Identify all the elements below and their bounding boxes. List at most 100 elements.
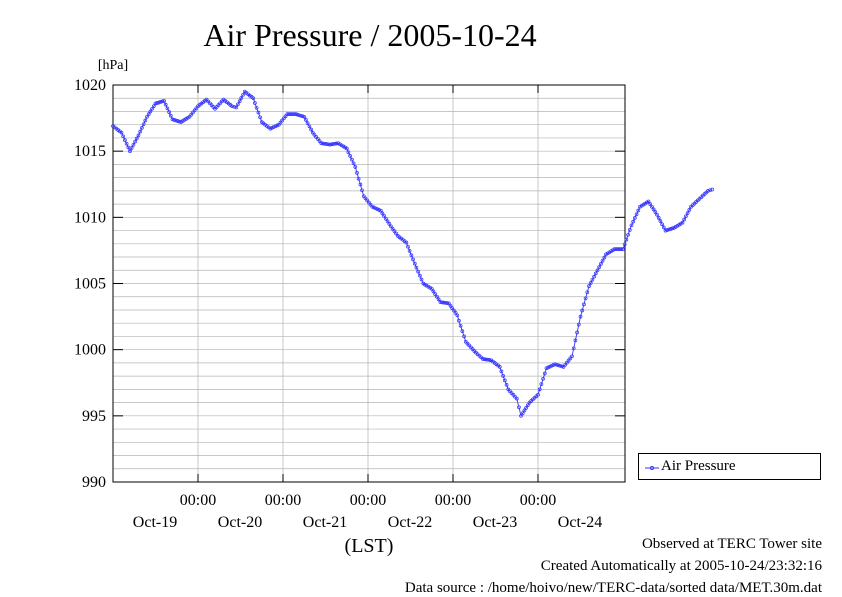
data-point — [356, 176, 361, 181]
data-point — [419, 277, 424, 282]
data-point — [520, 411, 525, 416]
data-point — [435, 294, 439, 299]
data-point — [441, 300, 446, 305]
data-point — [326, 142, 330, 147]
data-point — [597, 265, 602, 269]
data-point — [157, 100, 161, 105]
data-point — [514, 396, 519, 401]
data-point — [486, 357, 490, 362]
data-point — [138, 129, 143, 134]
data-point — [617, 247, 622, 251]
data-point — [504, 383, 509, 387]
data-point — [360, 188, 364, 193]
x-date-label: Oct-19 — [133, 514, 177, 531]
data-point — [380, 211, 385, 216]
data-point — [134, 136, 139, 141]
data-point — [619, 247, 624, 251]
data-source-path: Data source : /home/hoivo/new/TERC-data/… — [404, 580, 822, 596]
data-point — [390, 226, 395, 231]
chart-title: Air Pressure / 2005-10-24 — [203, 17, 536, 53]
data-point — [670, 226, 675, 231]
data-point — [348, 154, 352, 158]
data-point — [314, 135, 318, 139]
data-point — [346, 150, 351, 155]
data-point — [517, 405, 521, 410]
data-point — [537, 387, 542, 392]
x-date-label: Oct-24 — [558, 514, 602, 531]
data-point — [573, 338, 578, 343]
data-point — [502, 378, 507, 383]
data-point — [123, 138, 127, 142]
data-point — [384, 216, 388, 221]
data-point — [487, 358, 492, 362]
data-point — [297, 113, 301, 118]
data-point — [299, 113, 303, 118]
data-point — [593, 271, 598, 276]
data-point — [452, 308, 456, 313]
data-point — [168, 113, 173, 118]
data-point — [668, 227, 673, 231]
data-point — [570, 354, 574, 359]
data-point — [344, 146, 349, 151]
data-point — [304, 118, 308, 122]
data-point — [236, 102, 240, 107]
data-point — [392, 229, 397, 233]
data-point — [651, 207, 656, 212]
data-point — [368, 202, 373, 207]
data-point — [160, 99, 165, 104]
data-point — [629, 223, 634, 228]
data-point — [541, 376, 545, 381]
data-point — [170, 117, 175, 122]
data-point — [307, 124, 312, 129]
data-point — [271, 125, 276, 129]
x-date-label: Oct-23 — [473, 514, 517, 531]
y-tick-label: 995 — [82, 408, 106, 425]
data-point — [302, 114, 307, 119]
data-point — [241, 92, 245, 97]
data-point — [414, 265, 419, 270]
data-point — [145, 114, 149, 119]
data-point — [407, 249, 412, 253]
data-point — [140, 126, 144, 130]
x-time-label: 00:00 — [350, 492, 386, 509]
data-point — [305, 121, 310, 125]
data-point — [321, 141, 325, 146]
legend-line-icon — [645, 466, 659, 470]
data-point — [522, 408, 527, 413]
data-point — [684, 214, 688, 219]
data-point — [706, 189, 710, 193]
data-point — [300, 114, 305, 119]
data-point — [436, 297, 441, 302]
data-point — [499, 369, 504, 374]
data-point — [431, 289, 436, 294]
data-point — [256, 110, 261, 115]
data-point — [575, 330, 579, 335]
data-point — [334, 141, 339, 146]
data-point — [661, 225, 666, 230]
data-point — [660, 222, 664, 227]
series-line — [112, 90, 713, 417]
data-point — [131, 142, 136, 147]
data-point — [636, 208, 641, 213]
data-point — [663, 228, 668, 233]
data-point — [450, 306, 454, 310]
data-point — [404, 240, 409, 245]
data-point — [559, 364, 564, 369]
y-tick-label: 1015 — [74, 143, 106, 160]
data-point — [124, 141, 129, 146]
data-point — [295, 112, 300, 117]
data-point — [682, 217, 687, 222]
data-point — [148, 109, 153, 114]
data-point — [460, 329, 465, 333]
x-axis-label: (LST) — [345, 535, 394, 557]
data-point — [542, 371, 547, 376]
data-point — [172, 118, 177, 122]
data-point — [588, 281, 593, 285]
data-point — [556, 363, 561, 368]
data-point — [385, 219, 390, 224]
data-point — [163, 102, 168, 107]
x-time-label: 00:00 — [520, 492, 556, 509]
data-point — [377, 208, 381, 212]
data-point — [519, 413, 523, 418]
data-point — [287, 112, 291, 116]
